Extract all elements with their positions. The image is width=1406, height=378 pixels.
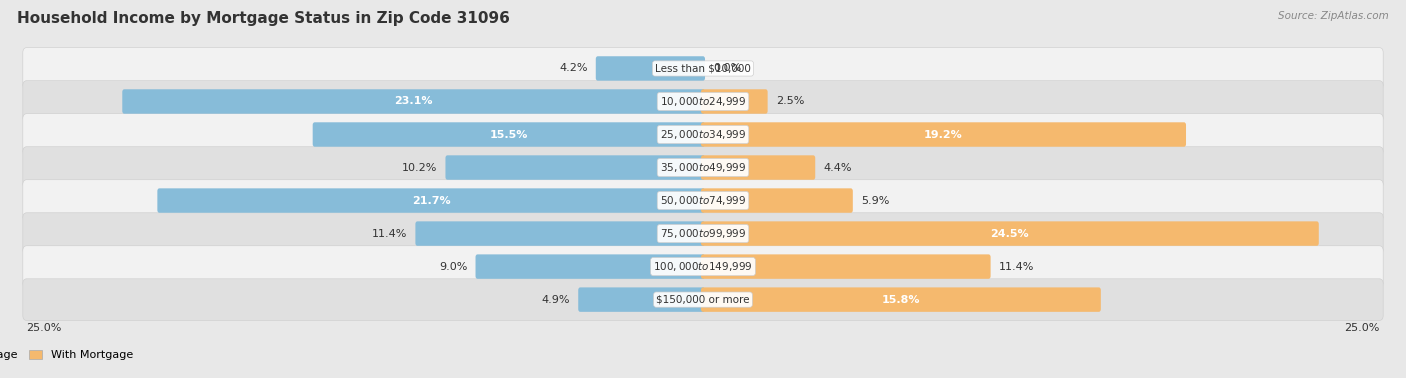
FancyBboxPatch shape xyxy=(22,246,1384,287)
FancyBboxPatch shape xyxy=(415,222,704,246)
Text: Less than $10,000: Less than $10,000 xyxy=(655,64,751,73)
Text: Household Income by Mortgage Status in Zip Code 31096: Household Income by Mortgage Status in Z… xyxy=(17,11,510,26)
Text: $25,000 to $34,999: $25,000 to $34,999 xyxy=(659,128,747,141)
FancyBboxPatch shape xyxy=(475,254,704,279)
Text: 4.2%: 4.2% xyxy=(560,64,588,73)
FancyBboxPatch shape xyxy=(22,213,1384,254)
Text: $100,000 to $149,999: $100,000 to $149,999 xyxy=(654,260,752,273)
Text: 10.2%: 10.2% xyxy=(402,163,437,172)
FancyBboxPatch shape xyxy=(702,222,1319,246)
Text: 9.0%: 9.0% xyxy=(439,262,468,272)
Text: 15.8%: 15.8% xyxy=(882,294,920,305)
FancyBboxPatch shape xyxy=(702,122,1187,147)
Text: 0.0%: 0.0% xyxy=(713,64,741,73)
FancyBboxPatch shape xyxy=(702,188,853,213)
FancyBboxPatch shape xyxy=(22,180,1384,222)
Text: 24.5%: 24.5% xyxy=(991,229,1029,239)
Text: $150,000 or more: $150,000 or more xyxy=(657,294,749,305)
Text: 11.4%: 11.4% xyxy=(373,229,408,239)
FancyBboxPatch shape xyxy=(596,56,704,81)
FancyBboxPatch shape xyxy=(157,188,704,213)
FancyBboxPatch shape xyxy=(312,122,704,147)
Legend: Without Mortgage, With Mortgage: Without Mortgage, With Mortgage xyxy=(0,345,138,364)
FancyBboxPatch shape xyxy=(446,155,704,180)
Text: 25.0%: 25.0% xyxy=(1344,323,1379,333)
Text: 21.7%: 21.7% xyxy=(412,195,450,206)
Text: 4.9%: 4.9% xyxy=(541,294,571,305)
Text: $35,000 to $49,999: $35,000 to $49,999 xyxy=(659,161,747,174)
FancyBboxPatch shape xyxy=(22,81,1384,122)
FancyBboxPatch shape xyxy=(702,287,1101,312)
Text: 2.5%: 2.5% xyxy=(776,96,804,107)
FancyBboxPatch shape xyxy=(702,155,815,180)
Text: $50,000 to $74,999: $50,000 to $74,999 xyxy=(659,194,747,207)
Text: 15.5%: 15.5% xyxy=(489,130,529,139)
FancyBboxPatch shape xyxy=(22,147,1384,188)
Text: 25.0%: 25.0% xyxy=(27,323,62,333)
FancyBboxPatch shape xyxy=(702,254,991,279)
Text: Source: ZipAtlas.com: Source: ZipAtlas.com xyxy=(1278,11,1389,21)
Text: $10,000 to $24,999: $10,000 to $24,999 xyxy=(659,95,747,108)
Text: 19.2%: 19.2% xyxy=(924,130,963,139)
FancyBboxPatch shape xyxy=(702,89,768,114)
FancyBboxPatch shape xyxy=(22,48,1384,89)
Text: 4.4%: 4.4% xyxy=(824,163,852,172)
Text: 5.9%: 5.9% xyxy=(860,195,889,206)
FancyBboxPatch shape xyxy=(578,287,704,312)
FancyBboxPatch shape xyxy=(22,279,1384,321)
FancyBboxPatch shape xyxy=(122,89,704,114)
Text: 23.1%: 23.1% xyxy=(395,96,433,107)
FancyBboxPatch shape xyxy=(22,114,1384,155)
Text: $75,000 to $99,999: $75,000 to $99,999 xyxy=(659,227,747,240)
Text: 11.4%: 11.4% xyxy=(998,262,1033,272)
